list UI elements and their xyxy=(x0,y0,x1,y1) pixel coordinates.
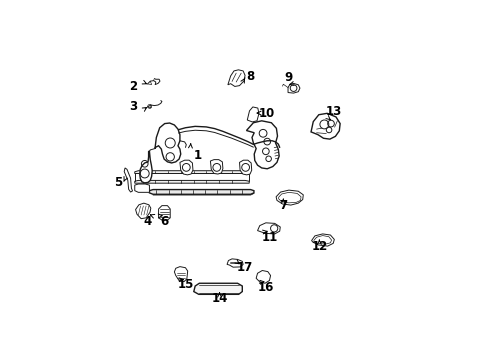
Polygon shape xyxy=(158,206,170,220)
Polygon shape xyxy=(135,171,249,174)
Polygon shape xyxy=(124,168,132,192)
Polygon shape xyxy=(287,84,299,93)
Polygon shape xyxy=(256,270,270,283)
Polygon shape xyxy=(140,151,152,183)
Text: 5: 5 xyxy=(114,176,122,189)
Text: 9: 9 xyxy=(284,71,291,84)
Polygon shape xyxy=(155,123,181,163)
Polygon shape xyxy=(135,203,150,219)
Text: 3: 3 xyxy=(128,100,137,113)
Text: 4: 4 xyxy=(143,216,152,229)
Text: 14: 14 xyxy=(211,292,227,305)
Text: 16: 16 xyxy=(257,281,273,294)
Polygon shape xyxy=(257,223,280,234)
Text: 13: 13 xyxy=(325,105,341,118)
Polygon shape xyxy=(247,107,259,122)
Polygon shape xyxy=(276,190,303,205)
Polygon shape xyxy=(226,259,243,267)
Polygon shape xyxy=(246,121,279,169)
Polygon shape xyxy=(174,267,187,282)
Polygon shape xyxy=(180,160,193,175)
Polygon shape xyxy=(135,184,149,192)
Polygon shape xyxy=(310,113,340,139)
Polygon shape xyxy=(149,190,253,194)
Text: 1: 1 xyxy=(193,149,202,162)
Text: 2: 2 xyxy=(128,80,137,93)
Polygon shape xyxy=(210,159,223,174)
Text: 8: 8 xyxy=(246,70,254,83)
Polygon shape xyxy=(239,160,251,175)
Polygon shape xyxy=(227,70,244,86)
Text: 11: 11 xyxy=(262,231,278,244)
Text: 17: 17 xyxy=(236,261,252,274)
Text: 7: 7 xyxy=(279,199,287,212)
Polygon shape xyxy=(193,283,242,294)
Text: 6: 6 xyxy=(160,215,168,228)
Text: 12: 12 xyxy=(310,240,327,253)
Polygon shape xyxy=(135,180,249,183)
Text: 10: 10 xyxy=(258,107,274,120)
Text: 15: 15 xyxy=(177,278,193,291)
Polygon shape xyxy=(311,234,334,246)
